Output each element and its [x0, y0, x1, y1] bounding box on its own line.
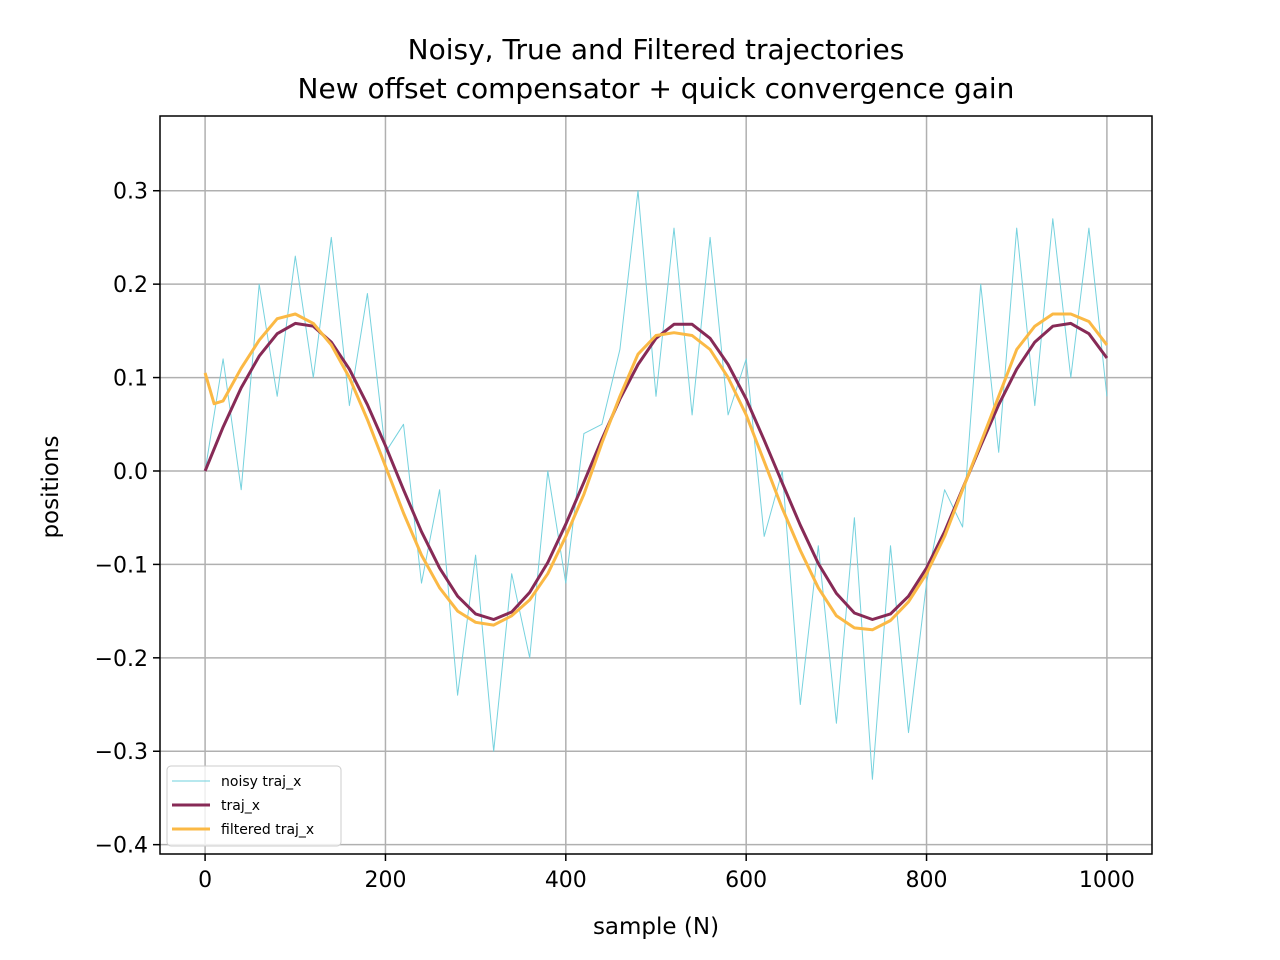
noisy-traj-x-line [204, 190, 1108, 780]
y-tick-label: −0.2 [95, 647, 148, 672]
y-tick-label: 0.2 [113, 273, 148, 298]
legend: noisy traj_x traj_x filtered traj_x [166, 765, 342, 847]
x-tick-label: 600 [725, 868, 767, 893]
legend-box [166, 765, 342, 847]
y-tick-label: −0.4 [95, 834, 148, 859]
chart-subtitle: New offset compensator + quick convergen… [298, 72, 1015, 105]
legend-label: filtered traj_x [221, 822, 314, 838]
y-tick-label: 0.0 [113, 460, 148, 485]
y-tick-label: 0.1 [113, 367, 148, 392]
x-axis: 0 200 400 600 800 1000 [198, 854, 1135, 893]
legend-noisy-traj-x: noisy traj_x [172, 774, 301, 790]
legend-traj-x: traj_x [172, 798, 260, 814]
legend-filtered-traj-x: filtered traj_x [172, 822, 314, 838]
x-axis-label: sample (N) [593, 914, 719, 940]
y-axis: 0.3 0.2 0.1 0.0 −0.1 −0.2 −0.3 −0.4 [95, 180, 160, 859]
y-tick-label: −0.1 [95, 553, 148, 578]
x-tick-label: 800 [906, 868, 948, 893]
x-tick-label: 1000 [1079, 868, 1135, 893]
plot-frame [159, 115, 1153, 855]
legend-label: traj_x [221, 798, 260, 814]
y-tick-label: 0.3 [113, 180, 148, 205]
y-tick-label: −0.3 [95, 740, 148, 765]
chart-title: Noisy, True and Filtered trajectories [408, 33, 905, 66]
x-tick-label: 400 [545, 868, 587, 893]
x-tick-label: 0 [198, 868, 212, 893]
filtered-traj-x-line [203, 312, 1109, 632]
legend-label: noisy traj_x [221, 774, 301, 790]
x-tick-label: 200 [364, 868, 406, 893]
plot-series [203, 190, 1109, 780]
y-axis-label: positions [38, 435, 64, 538]
